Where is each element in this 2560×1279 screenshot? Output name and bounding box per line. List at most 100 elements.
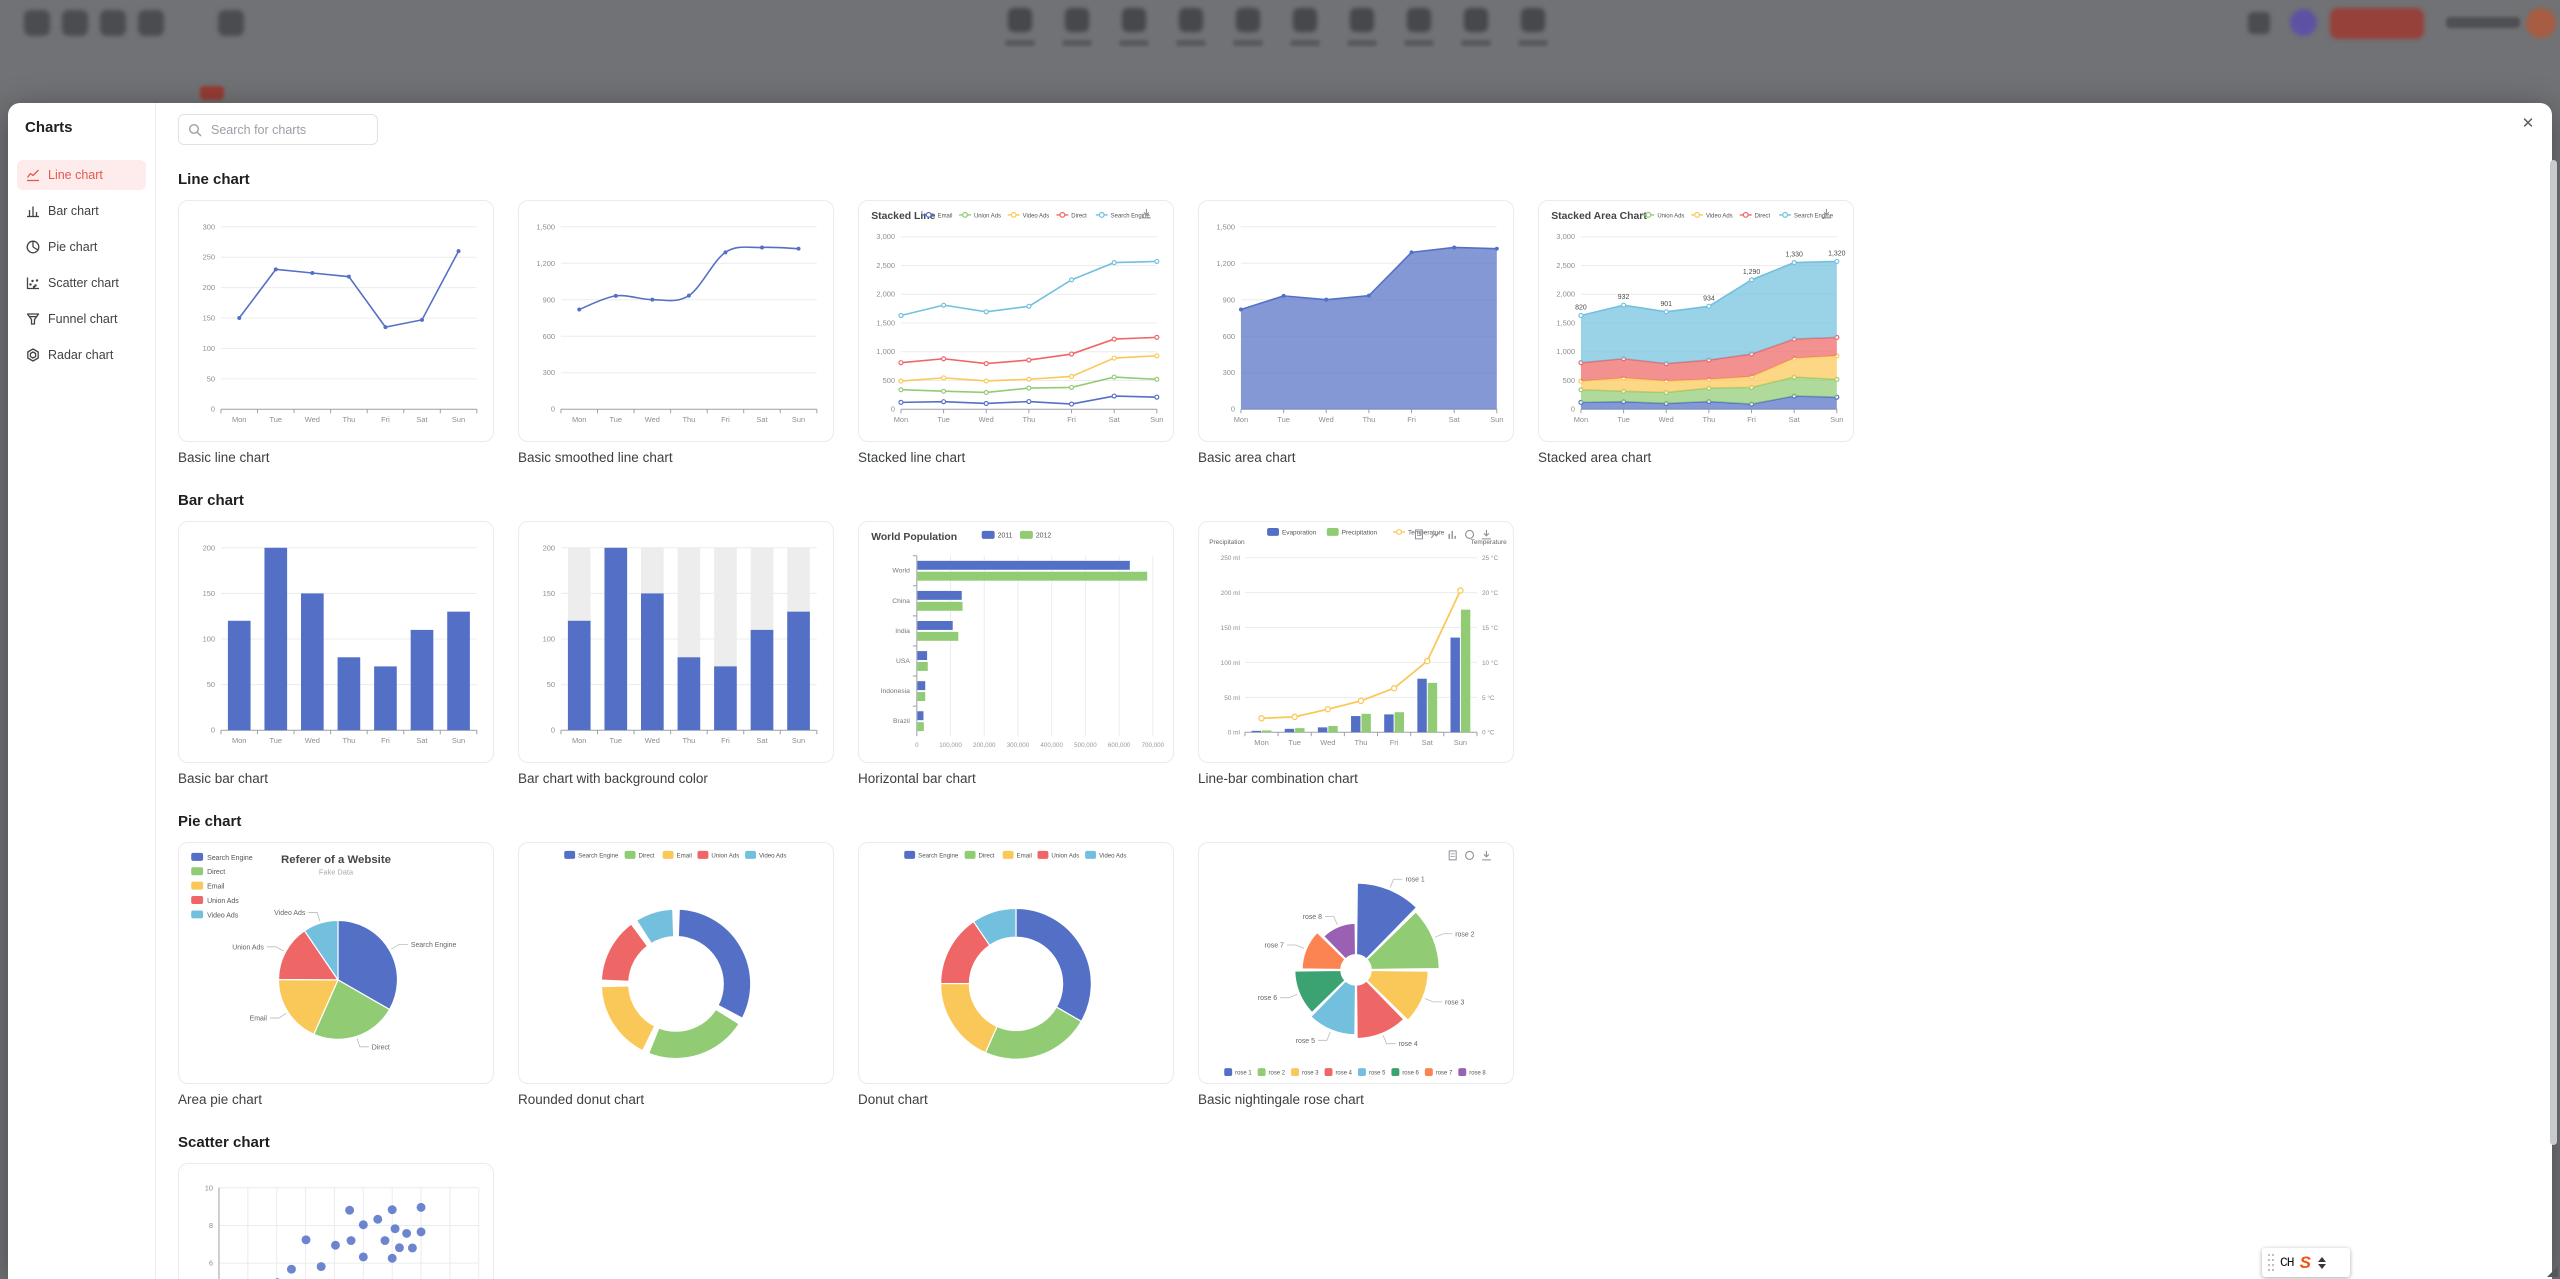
dimmed-toolbar-item [1233,40,1263,46]
svg-text:rose 1: rose 1 [1235,1071,1252,1077]
svg-text:Fake Data: Fake Data [319,868,354,877]
chart-card-basic-smoothed-line-chart[interactable]: 0 300 600 900 1,200 1,500 Mon Tue Wed Thu Fri Sat Su… [518,200,834,442]
svg-text:2,000: 2,000 [876,290,895,299]
ime-language-indicator[interactable]: CH [2280,1255,2295,1270]
dimmed-toolbar-item [2446,17,2520,28]
svg-text:0: 0 [211,726,215,735]
chart-canvas: 0 ml 0 °C 50 ml 5 °C 100 ml 10 °C 150 ml 15 °C 2… [1209,527,1507,747]
chart-card-area-pie-chart[interactable]: Search Engine Direct Email Union Ads Video A… [178,842,494,1084]
svg-text:700,000: 700,000 [1142,742,1165,749]
sidebar-item-line-chart[interactable]: Line chart [17,160,146,190]
chart-card-label: Basic area chart [1198,450,1296,465]
svg-text:Union Ads: Union Ads [974,213,1001,219]
svg-text:Fri: Fri [381,415,390,424]
sidebar-item-pie-chart[interactable]: Pie chart [17,232,146,262]
svg-text:Tue: Tue [1277,415,1290,424]
scrollbar[interactable] [2550,160,2557,1145]
chart-card-basic-line-chart[interactable]: 0 50 100 150 200 250 300 Mon Tue Wed Thu Fri Sat Sun [178,200,494,442]
svg-text:1,000: 1,000 [876,347,895,356]
svg-text:Wed: Wed [1659,415,1674,424]
section-heading-bar-chart: Bar chart [178,492,244,509]
chart-card-label: Basic line chart [178,450,270,465]
svg-text:Video Ads: Video Ads [759,852,786,859]
svg-text:300,000: 300,000 [1007,742,1030,749]
svg-text:Email: Email [250,1016,268,1023]
panel-title: Charts [25,119,73,136]
svg-text:Mon: Mon [894,415,908,424]
dimmed-toolbar-item [2290,9,2317,36]
svg-text:10 °C: 10 °C [1482,659,1499,667]
sidebar-item-scatter-chart[interactable]: Scatter chart [17,268,146,298]
dimmed-toolbar-item [1176,40,1206,46]
ime-drag-handle-icon[interactable] [2268,1253,2274,1272]
svg-text:2,500: 2,500 [876,261,895,270]
svg-text:820: 820 [1575,305,1587,312]
svg-text:900: 900 [1223,295,1235,304]
svg-text:0: 0 [551,405,555,414]
radar-chart-icon [27,348,39,362]
sidebar-item-radar-chart[interactable]: Radar chart [17,340,146,370]
chart-card-horizontal-bar-chart[interactable]: 0 100,000 200,000 300,000 400,000 500,000 600,… [858,521,1174,763]
svg-text:3,000: 3,000 [876,232,895,241]
svg-text:Sun: Sun [1830,415,1843,424]
chart-card-basic-scatter-chart[interactable]: 0246810024681012141618 [178,1163,494,1279]
svg-text:Sun: Sun [792,736,805,745]
chart-card-label: Bar chart with background color [518,771,708,786]
svg-text:rose 3: rose 3 [1445,999,1464,1006]
chart-card-basic-nightingale-rose-chart[interactable]: rose 1 rose 2 rose 3 rose 4 rose 5 rose 6 rose… [1198,842,1514,1084]
svg-text:Video Ads: Video Ads [1023,213,1050,219]
svg-text:250 ml: 250 ml [1221,555,1240,562]
dimmed-toolbar-item [2526,8,2556,38]
svg-text:15 °C: 15 °C [1482,624,1499,632]
search-box[interactable] [178,114,378,145]
chart-card-stacked-area-chart[interactable]: 0 500 1,000 1,500 2,000 2,500 3,000 Mon Tue Wed Th… [1538,200,1854,442]
svg-text:250: 250 [203,253,215,262]
svg-text:Temperature: Temperature [1408,529,1445,536]
chart-canvas: 0 300 600 900 1,200 1,500 Mon Tue Wed Thu Fri Sat Su… [1216,222,1503,424]
chart-card-bar-chart-with-background-color[interactable]: 0 50 100 150 200 Mon Tue Wed Thu Fri Sat Sun [518,521,834,763]
sidebar-item-funnel-chart[interactable]: Funnel chart [17,304,146,334]
chart-card-line-bar-combination-chart[interactable]: 0 ml 0 °C 50 ml 5 °C 100 ml 10 °C 150 ml 15 °C 2… [1198,521,1514,763]
dimmed-toolbar-item [1122,8,1146,32]
chart-card-rounded-donut-chart[interactable]: Search Engine Direct Email Union Ads Video A… [518,842,834,1084]
dimmed-toolbar-item [1461,40,1491,46]
sidebar-item-bar-chart[interactable]: Bar chart [17,196,146,226]
dimmed-toolbar-item [2248,12,2270,34]
search-input[interactable] [209,121,363,138]
sidebar-nav: Line chart Bar chart Pie chart Scatter char… [17,160,146,370]
svg-text:Fri: Fri [1067,415,1076,424]
svg-text:Sat: Sat [1422,738,1433,747]
chart-card-donut-chart[interactable]: Search Engine Direct Email Union Ads Video A… [858,842,1174,1084]
svg-text:500: 500 [883,376,895,385]
svg-text:Search Engine: Search Engine [411,942,457,949]
svg-text:Union Ads: Union Ads [711,852,739,859]
svg-text:50 ml: 50 ml [1224,695,1240,702]
charts-panel: Charts Line chart Bar chart Pie chart Scatt… [8,103,2552,1279]
svg-text:Sat: Sat [416,415,427,424]
svg-text:Sun: Sun [452,415,465,424]
svg-text:Union Ads: Union Ads [207,898,239,905]
dimmed-toolbar-item [1065,8,1089,32]
svg-text:Wed: Wed [645,736,660,745]
svg-text:Sat: Sat [416,736,427,745]
svg-text:Wed: Wed [305,736,320,745]
svg-text:Tue: Tue [270,736,283,745]
svg-text:5 °C: 5 °C [1482,694,1495,702]
svg-text:Precipitation: Precipitation [1342,529,1378,536]
chart-card-basic-bar-chart[interactable]: 0 50 100 150 200 Mon Tue Wed Thu Fri Sat Sun [178,521,494,763]
chart-card-basic-area-chart[interactable]: 0 300 600 900 1,200 1,500 Mon Tue Wed Thu Fri Sat Su… [1198,200,1514,442]
close-icon[interactable]: ✕ [2521,115,2535,132]
svg-text:8: 8 [209,1221,213,1230]
chart-card-label: Rounded donut chart [518,1092,645,1107]
svg-text:Sat: Sat [1449,415,1460,424]
line-chart-icon [26,169,39,182]
svg-text:0 °C: 0 °C [1482,729,1495,737]
svg-text:100: 100 [203,344,215,353]
ime-expander-icon[interactable] [2317,1256,2326,1269]
chart-card-stacked-line-chart[interactable]: 0 500 1,000 1,500 2,000 2,500 3,000 Mon Tue Wed Th… [858,200,1174,442]
ime-toolbar[interactable]: CH S [2262,1248,2350,1277]
svg-text:Email: Email [1017,852,1032,859]
chart-card-label: Donut chart [858,1092,928,1107]
ime-sogou-logo-icon[interactable]: S [2299,1253,2311,1272]
svg-text:rose 6: rose 6 [1402,1071,1419,1077]
